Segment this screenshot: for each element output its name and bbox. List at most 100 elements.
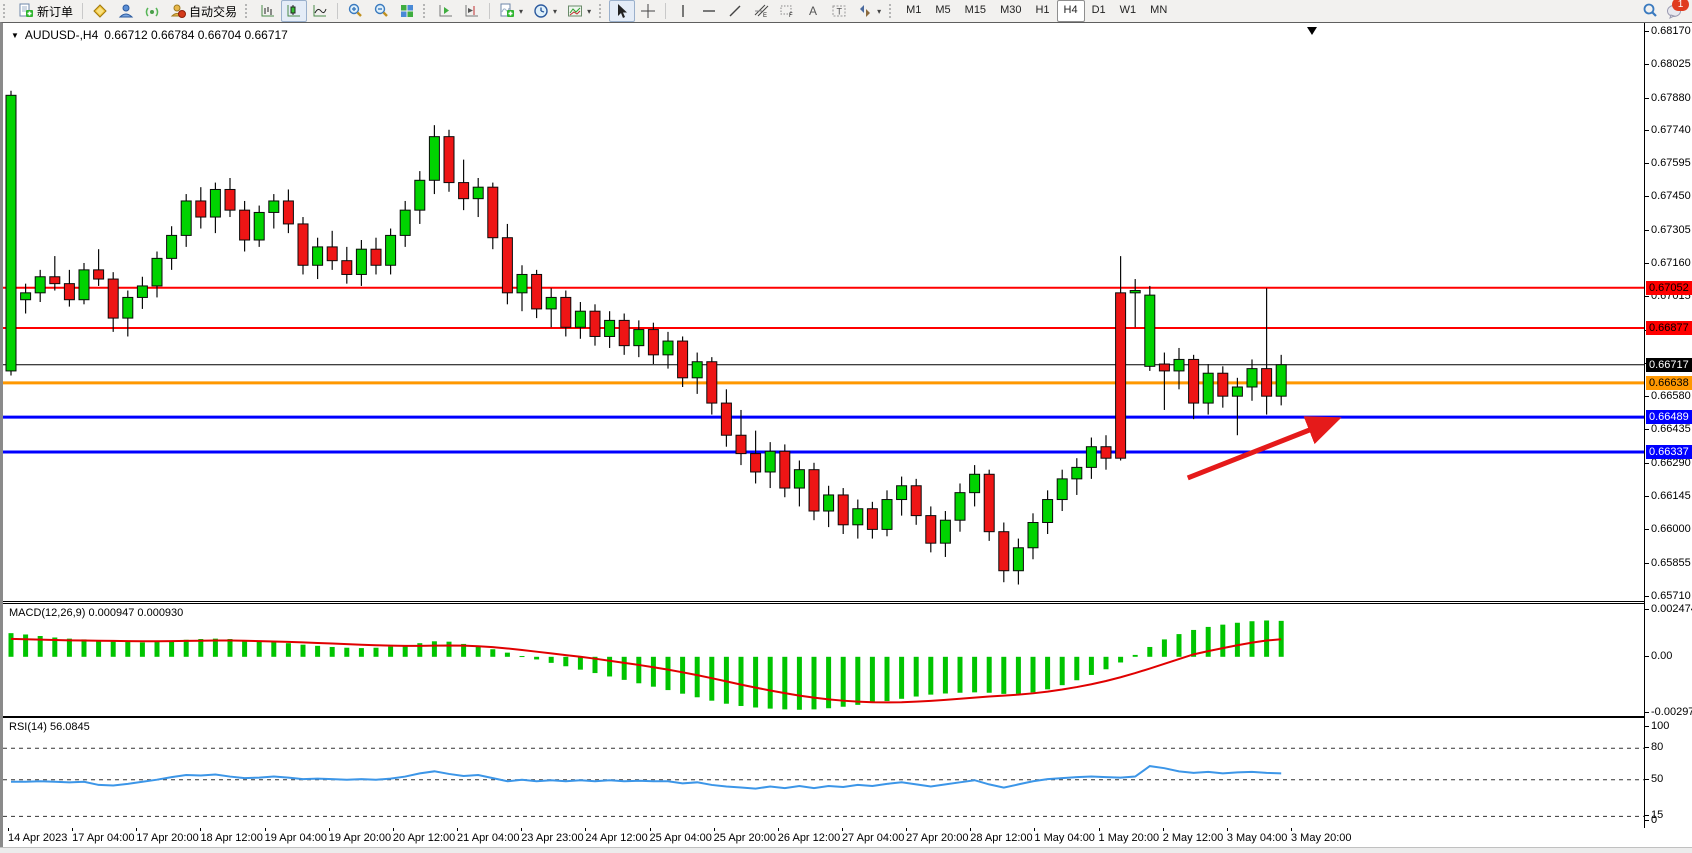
vertical-line-button[interactable] (670, 0, 696, 22)
toolbar-drag-handle[interactable] (245, 4, 252, 18)
auto-scroll-button[interactable] (433, 0, 459, 22)
timeframe-button-M15[interactable]: M15 (964, 4, 987, 16)
market-watch-button[interactable] (87, 0, 113, 22)
macd-histogram-bar (563, 656, 569, 667)
bar-chart-icon (260, 3, 276, 19)
macd-histogram-bar (81, 639, 87, 657)
macd-tick: -0.002974 (1651, 706, 1692, 719)
candle-body (852, 508, 864, 526)
templates-button[interactable]: ▾ (562, 0, 596, 22)
arrows-button[interactable]: ▾ (852, 0, 886, 22)
candle-body (282, 200, 294, 225)
macd-histogram-bar (1132, 654, 1138, 657)
candle-body (399, 209, 411, 236)
timeframe-button-M5[interactable]: M5 (935, 4, 951, 16)
chart-shift-button[interactable] (459, 0, 485, 22)
macd-histogram-bar (650, 656, 656, 687)
timeframe-button-D1[interactable]: D1 (1091, 4, 1106, 16)
candle-body (706, 361, 718, 404)
time-tick (136, 828, 138, 831)
trendline-button[interactable] (722, 0, 748, 22)
zoom-in-button[interactable] (342, 0, 368, 22)
candle-body (224, 188, 236, 211)
new-order-icon (18, 3, 34, 19)
candlestick-chart-button[interactable] (281, 0, 308, 22)
macd-histogram-bar (1220, 624, 1226, 657)
macd-histogram-bar (23, 634, 29, 657)
timeframe-button-W1[interactable]: W1 (1119, 4, 1137, 16)
toolbar-drag-handle[interactable] (3, 4, 10, 18)
macd-histogram-bar (621, 656, 627, 680)
price-tick: 0.68025 (1651, 58, 1691, 71)
timeframe-button-M1[interactable]: M1 (906, 4, 922, 16)
signals-button[interactable] (139, 0, 165, 22)
horizontal-line-button[interactable] (696, 0, 722, 22)
toolbar-drag-handle[interactable] (423, 4, 430, 18)
line-chart-icon (312, 3, 328, 19)
indicators-button[interactable]: ▾ (494, 0, 528, 22)
candle-body (560, 296, 572, 328)
dropdown-arrow-icon: ▾ (587, 6, 592, 16)
timeframe-button-M30[interactable]: M30 (1000, 4, 1022, 16)
time-axis[interactable]: 14 Apr 2023 17 Apr 04:00 17 Apr 20:00 18 Ap… (3, 828, 1692, 848)
macd-histogram-bar (855, 656, 861, 705)
macd-histogram-bar (1205, 626, 1211, 657)
timeframe-group: M1 M5 M15 M30 H1 H4 D1 W1 MN (899, 0, 1174, 22)
fibonacci-button[interactable]: E (748, 0, 774, 22)
candle-body (808, 469, 820, 512)
macd-histogram-bar (285, 643, 291, 657)
time-tick (649, 828, 651, 831)
toolbar-right: 1 (1642, 0, 1692, 19)
macd-histogram-bar (461, 643, 467, 657)
zoom-out-button[interactable] (368, 0, 394, 22)
new-order-button[interactable]: 新订单 (13, 0, 78, 22)
macd-histogram-bar (198, 639, 204, 657)
price-pane[interactable]: ▼ AUDUSD-,H4 0.66712 0.66784 0.66704 0.6… (3, 23, 1644, 602)
tile-windows-button[interactable] (394, 0, 420, 22)
candle-body (151, 257, 163, 287)
toolbar-drag-handle[interactable] (599, 4, 606, 18)
cursor-button[interactable] (609, 0, 636, 22)
candle-body (34, 276, 46, 294)
candle-body (574, 310, 586, 328)
macd-pane[interactable]: MACD(12,26,9) 0.000947 0.000930 (3, 603, 1644, 717)
time-tick (906, 828, 908, 831)
rsi-pane[interactable]: RSI(14) 56.0845 (3, 717, 1644, 829)
time-label: 18 Apr 12:00 (200, 832, 263, 844)
new-order-label: 新订单 (37, 4, 74, 19)
periods-button[interactable]: ▾ (528, 0, 562, 22)
crosshair-button[interactable] (635, 0, 661, 22)
time-label: 3 May 20:00 (1291, 832, 1352, 844)
macd-histogram-bar (957, 656, 963, 693)
candle-body (910, 485, 922, 517)
candle-body (487, 186, 499, 239)
macd-histogram-bar (139, 642, 145, 657)
text-label-button[interactable]: T (826, 0, 852, 22)
timeframe-button-MN[interactable]: MN (1150, 4, 1168, 16)
auto-trading-button[interactable]: 自动交易 (165, 0, 242, 22)
price-axis[interactable]: 0.68170 0.68025 0.67880 0.67740 0.67595 0.674… (1644, 23, 1692, 828)
time-label: 27 Apr 04:00 (841, 832, 905, 844)
macd-histogram-bar (796, 656, 802, 710)
profiles-button[interactable] (113, 0, 139, 22)
text-button[interactable]: A (800, 0, 826, 22)
main-toolbar: 新订单 自动交易 (0, 0, 1692, 23)
bar-chart-button[interactable] (255, 0, 281, 22)
timeframe-button-H1[interactable]: H1 (1035, 4, 1050, 16)
svg-text:A: A (809, 4, 817, 18)
candle-body (545, 296, 557, 310)
candle-body (458, 182, 470, 200)
channel-button[interactable]: F (774, 0, 800, 22)
notifications-icon[interactable]: 1 (1666, 0, 1689, 19)
toolbar-drag-handle[interactable] (889, 4, 896, 18)
macd-histogram-bar (125, 642, 131, 657)
candle-body (1012, 547, 1024, 572)
timeframe-button-H4[interactable]: H4 (1056, 0, 1085, 22)
chart-dropdown-icon[interactable]: ▼ (11, 30, 19, 40)
macd-histogram-bar (928, 656, 934, 695)
search-icon[interactable] (1642, 3, 1658, 19)
axis-tick (1645, 196, 1649, 198)
macd-histogram-bar (767, 656, 773, 709)
line-chart-button[interactable] (307, 0, 333, 22)
candle-body (136, 285, 148, 298)
